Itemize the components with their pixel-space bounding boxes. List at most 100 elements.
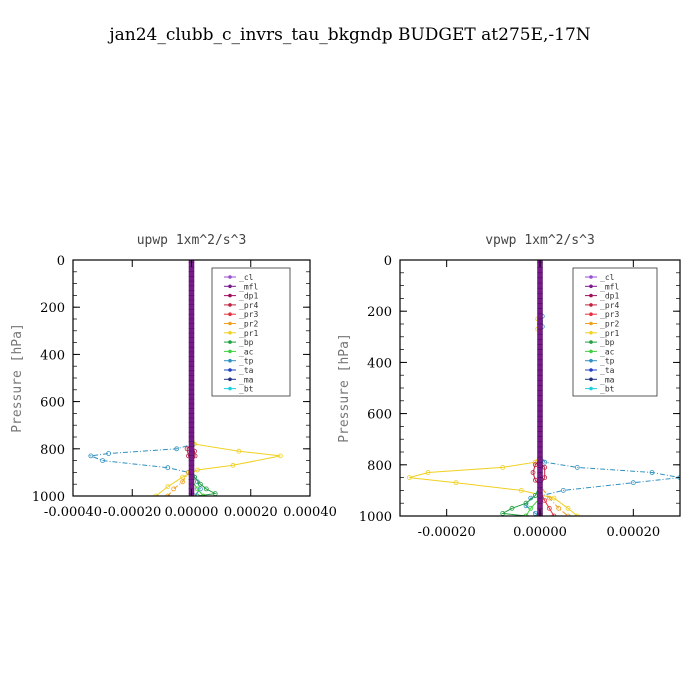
x-tick-label: -0.00020	[418, 525, 476, 540]
zero-line-marker	[188, 346, 195, 353]
zero-line-marker	[537, 462, 543, 468]
zero-line-marker	[537, 497, 543, 504]
zero-line-marker	[188, 356, 195, 362]
zero-line-marker	[188, 342, 195, 348]
y-tick-label: 0	[57, 254, 65, 269]
zero-line-marker	[188, 394, 195, 400]
zero-line-marker	[537, 334, 543, 340]
legend-label: _ac	[600, 347, 615, 356]
zero-line-marker	[537, 287, 543, 294]
x-tick-label: 0.00000	[513, 525, 567, 540]
zero-line-marker	[188, 285, 195, 292]
zero-line-marker	[537, 375, 543, 381]
zero-line-marker	[188, 271, 195, 277]
legend-box	[572, 267, 658, 397]
zero-line-marker	[188, 328, 195, 334]
zero-line-marker	[188, 276, 195, 282]
plot-title: upwp 1xm^2/s^3	[137, 233, 247, 248]
series-point-pr2	[165, 493, 171, 496]
series-point-tp	[192, 493, 197, 496]
zero-line-marker	[188, 280, 195, 287]
series-point-bp	[523, 500, 529, 506]
figure-title: jan24_clubb_c_invrs_tau_bkgndp BUDGET at…	[107, 25, 590, 45]
legend-label: _bt	[600, 385, 615, 394]
zero-line-marker	[537, 298, 543, 304]
series-point-ac	[528, 505, 534, 511]
zero-line-marker	[537, 359, 543, 366]
legend-label: _ac	[239, 347, 254, 356]
zero-line-marker	[537, 421, 543, 427]
series-point-bp	[509, 505, 515, 511]
zero-line-marker	[537, 400, 543, 407]
zero-line-marker	[537, 369, 543, 376]
y-tick-label: 200	[367, 305, 392, 320]
zero-line-marker	[537, 339, 543, 345]
legend-marker	[228, 386, 232, 391]
zero-line-marker	[188, 422, 195, 428]
legend-label: _dp1	[600, 292, 619, 301]
zero-line-marker	[188, 441, 195, 447]
legend-marker	[228, 312, 232, 317]
zero-line-marker	[188, 266, 195, 273]
series-point-pr1	[565, 505, 571, 511]
y-tick-label: 800	[367, 459, 392, 474]
zero-line-marker	[188, 469, 195, 476]
legend-marker	[228, 331, 232, 335]
zero-line-marker	[537, 293, 543, 299]
zero-line-marker	[188, 398, 195, 405]
legend-marker	[228, 303, 232, 307]
series-point-tp	[106, 451, 111, 456]
series-point-pr1	[574, 513, 580, 516]
series-point-pr3	[546, 505, 552, 511]
zero-line-marker	[188, 318, 195, 325]
series-point-pr4	[530, 470, 536, 475]
zero-line-marker	[537, 303, 543, 309]
zero-line-marker	[537, 431, 543, 437]
zero-line-marker	[537, 354, 543, 361]
zero-line-marker	[188, 379, 195, 386]
series-point-pr1	[153, 493, 159, 496]
zero-line-marker	[188, 464, 195, 471]
legend-label: _pr2	[600, 320, 619, 329]
series-group	[406, 260, 680, 516]
series-point-pr1	[194, 467, 200, 473]
series-point-pr1	[453, 480, 459, 486]
x-tick-label: -0.00040	[44, 505, 102, 520]
legend-marker	[589, 349, 593, 354]
zero-line-marker	[537, 277, 543, 284]
series-point-pr1	[230, 462, 236, 468]
zero-line-marker	[188, 417, 195, 424]
zero-line-marker	[188, 408, 195, 414]
zero-line-marker	[188, 295, 195, 301]
legend-label: _mfl	[600, 282, 619, 291]
zero-line-marker	[188, 313, 195, 320]
x-tick-label: 0.00020	[606, 525, 660, 540]
series-point-tp	[523, 503, 529, 509]
zero-line-marker	[537, 318, 543, 325]
legend-label: _ma	[239, 375, 254, 384]
legend-marker	[228, 377, 232, 382]
y-tick-label: 1000	[32, 490, 65, 505]
legend-label: _mfl	[239, 282, 258, 291]
series-point-tp	[165, 465, 171, 471]
series-point-pr2	[556, 505, 562, 511]
legend-marker	[228, 284, 232, 289]
series-point-pr2	[546, 495, 552, 501]
series-point-pr1	[180, 474, 186, 480]
legend-marker	[589, 321, 593, 326]
series-point-bp	[203, 486, 209, 492]
legend-marker	[589, 275, 593, 279]
series-point-pr1	[406, 475, 412, 481]
zero-line-marker	[537, 472, 543, 478]
zero-line-marker	[537, 344, 543, 350]
zero-line-marker	[537, 415, 543, 422]
legend-label: _bp	[600, 338, 615, 347]
legend-label: _pr3	[600, 310, 619, 319]
zero-line-marker	[537, 492, 543, 499]
zero-line-marker	[537, 467, 543, 473]
legend-box	[211, 267, 291, 397]
series-point-pr1	[236, 448, 242, 454]
zero-line-marker	[188, 309, 195, 315]
legend-label: _cl	[239, 273, 254, 282]
legend-marker	[589, 293, 593, 298]
